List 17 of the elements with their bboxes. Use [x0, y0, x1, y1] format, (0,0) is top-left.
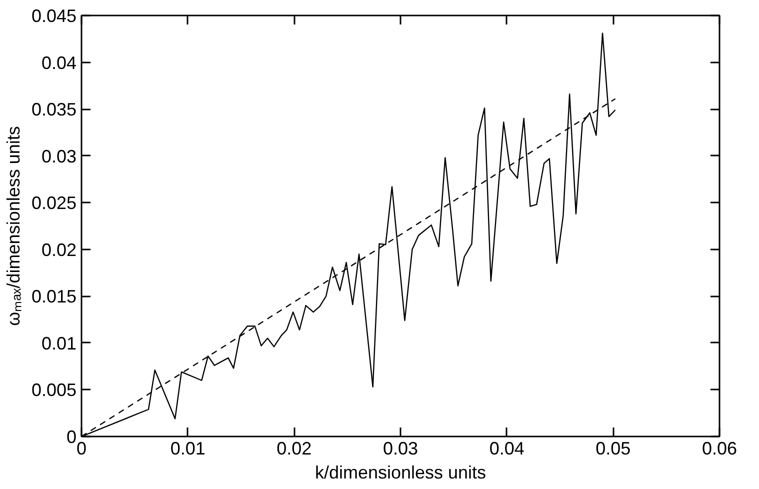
x-tick-label: 0.02 — [276, 438, 312, 458]
y-axis-title: ωₘₐₓ/dimensionless units — [3, 126, 24, 326]
x-tick-label: 0.01 — [170, 438, 206, 458]
y-tick-label: 0.015 — [31, 286, 77, 307]
y-tick-label: 0.02 — [41, 240, 77, 260]
y-tick-label: 0.045 — [31, 6, 77, 26]
y-tick-label: 0.005 — [31, 380, 77, 400]
y-tick-label: 0.04 — [41, 52, 77, 73]
y-tick-label: 0.025 — [31, 193, 77, 214]
y-tick-label: 0.03 — [41, 146, 77, 166]
y-tick-label: 0.035 — [31, 100, 77, 120]
x-tick-label: 0.05 — [596, 438, 631, 458]
x-tick-label: 0.06 — [702, 438, 738, 458]
x-tick-label: 0.03 — [382, 438, 418, 458]
x-axis-title: k/dimensionless units — [314, 462, 486, 482]
x-tick-label: 0.04 — [489, 438, 524, 458]
y-tick-label: 0.01 — [41, 333, 77, 354]
